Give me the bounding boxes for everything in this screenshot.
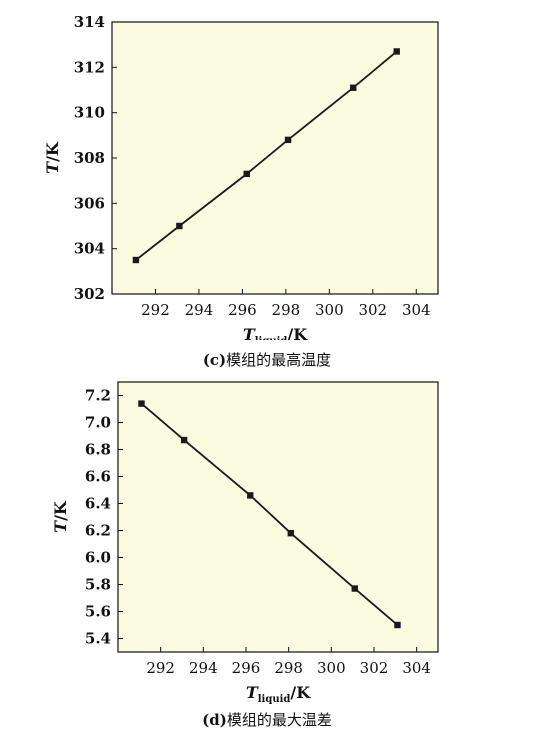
y-tick-label: 6.8 xyxy=(85,441,111,459)
x-tick-label: 304 xyxy=(402,659,431,677)
x-axis-label: Tliquid/K xyxy=(243,325,308,340)
y-tick-label: 7.0 xyxy=(85,414,111,432)
data-point xyxy=(132,256,140,264)
x-axis-label-unit: /K xyxy=(290,683,311,702)
data-point xyxy=(138,400,145,407)
caption-text: 模组的最高温度 xyxy=(226,351,332,369)
caption-max-temperature-difference: (d)模组的最大温差 xyxy=(0,709,534,730)
y-tick-label: 312 xyxy=(74,58,105,76)
data-point xyxy=(180,436,188,444)
y-tick-label: 6.6 xyxy=(85,468,111,486)
y-tick-label: 310 xyxy=(74,104,105,122)
x-tick-label: 298 xyxy=(272,301,301,319)
data-point xyxy=(176,222,183,230)
data-point xyxy=(247,492,254,499)
x-tick-label: 300 xyxy=(315,301,344,319)
data-point xyxy=(243,170,250,178)
data-point xyxy=(351,585,358,592)
y-axis-label-variable: T xyxy=(43,161,62,174)
y-tick-label: 5.4 xyxy=(85,630,111,648)
series-line xyxy=(135,50,398,261)
data-point xyxy=(287,530,294,537)
chart-max-temperature-difference: 5.4 5.6 5.8 6.0 6.2 6.4 6.6 6.8 7.0 7.2 292 294 296 2… xyxy=(51,381,439,705)
y-tick-label: 5.8 xyxy=(85,576,111,594)
x-axis-label: Tliquid/K xyxy=(246,683,311,705)
x-tick-label: 294 xyxy=(189,659,218,677)
y-tick-label: 6.0 xyxy=(85,549,111,567)
x-axis-label-subscript: liquid xyxy=(258,694,291,705)
y-axis-label-unit: /K xyxy=(43,141,62,162)
x-tick-label: 298 xyxy=(274,659,303,677)
y-axis-label: T/K xyxy=(51,500,70,533)
caption-text: 模组的最大温差 xyxy=(226,711,332,729)
caption-label: (d) xyxy=(202,711,227,729)
y-tick-label: 304 xyxy=(74,240,105,258)
series-line xyxy=(140,402,399,626)
data-point xyxy=(284,136,292,144)
x-tick-label: 296 xyxy=(228,301,257,319)
x-axis-label-unit: /K xyxy=(287,325,308,340)
x-tick-label: 292 xyxy=(146,659,175,677)
x-axis-label-variable: T xyxy=(243,325,256,340)
y-tick-label: 6.4 xyxy=(85,495,111,513)
x-axis-label-variable: T xyxy=(246,683,259,702)
plot-area xyxy=(117,381,439,653)
x-tick-label: 300 xyxy=(317,659,346,677)
x-tick-label: 294 xyxy=(185,301,214,319)
caption-max-temperature: (c)模组的最高温度 xyxy=(0,349,534,370)
y-tick-label: 306 xyxy=(74,194,105,212)
x-tick-label: 302 xyxy=(358,301,387,319)
caption-label: (c) xyxy=(202,351,227,369)
data-point xyxy=(394,621,401,629)
x-tick-label: 304 xyxy=(402,301,431,319)
y-axis-label-unit: /K xyxy=(51,500,70,521)
y-tick-label: 6.2 xyxy=(85,522,111,540)
chart-max-temperature: 302 304 306 308 310 312 314 292 294 296 298 300 302 3… xyxy=(43,13,439,340)
plot-area xyxy=(111,21,439,295)
y-tick-label: 7.2 xyxy=(85,387,111,405)
data-point xyxy=(393,48,400,55)
y-axis-label-variable: T xyxy=(51,520,70,533)
y-tick-label: 314 xyxy=(74,13,105,31)
y-tick-label: 302 xyxy=(74,285,105,303)
y-tick-label: 5.6 xyxy=(85,603,111,621)
x-tick-label: 292 xyxy=(141,301,170,319)
x-axis-label-subscript: liquid xyxy=(255,336,288,340)
x-tick-label: 302 xyxy=(360,659,389,677)
data-point xyxy=(350,84,357,91)
x-tick-label: 296 xyxy=(232,659,261,677)
y-tick-label: 308 xyxy=(74,149,105,167)
y-axis-label: T/K xyxy=(43,141,62,174)
